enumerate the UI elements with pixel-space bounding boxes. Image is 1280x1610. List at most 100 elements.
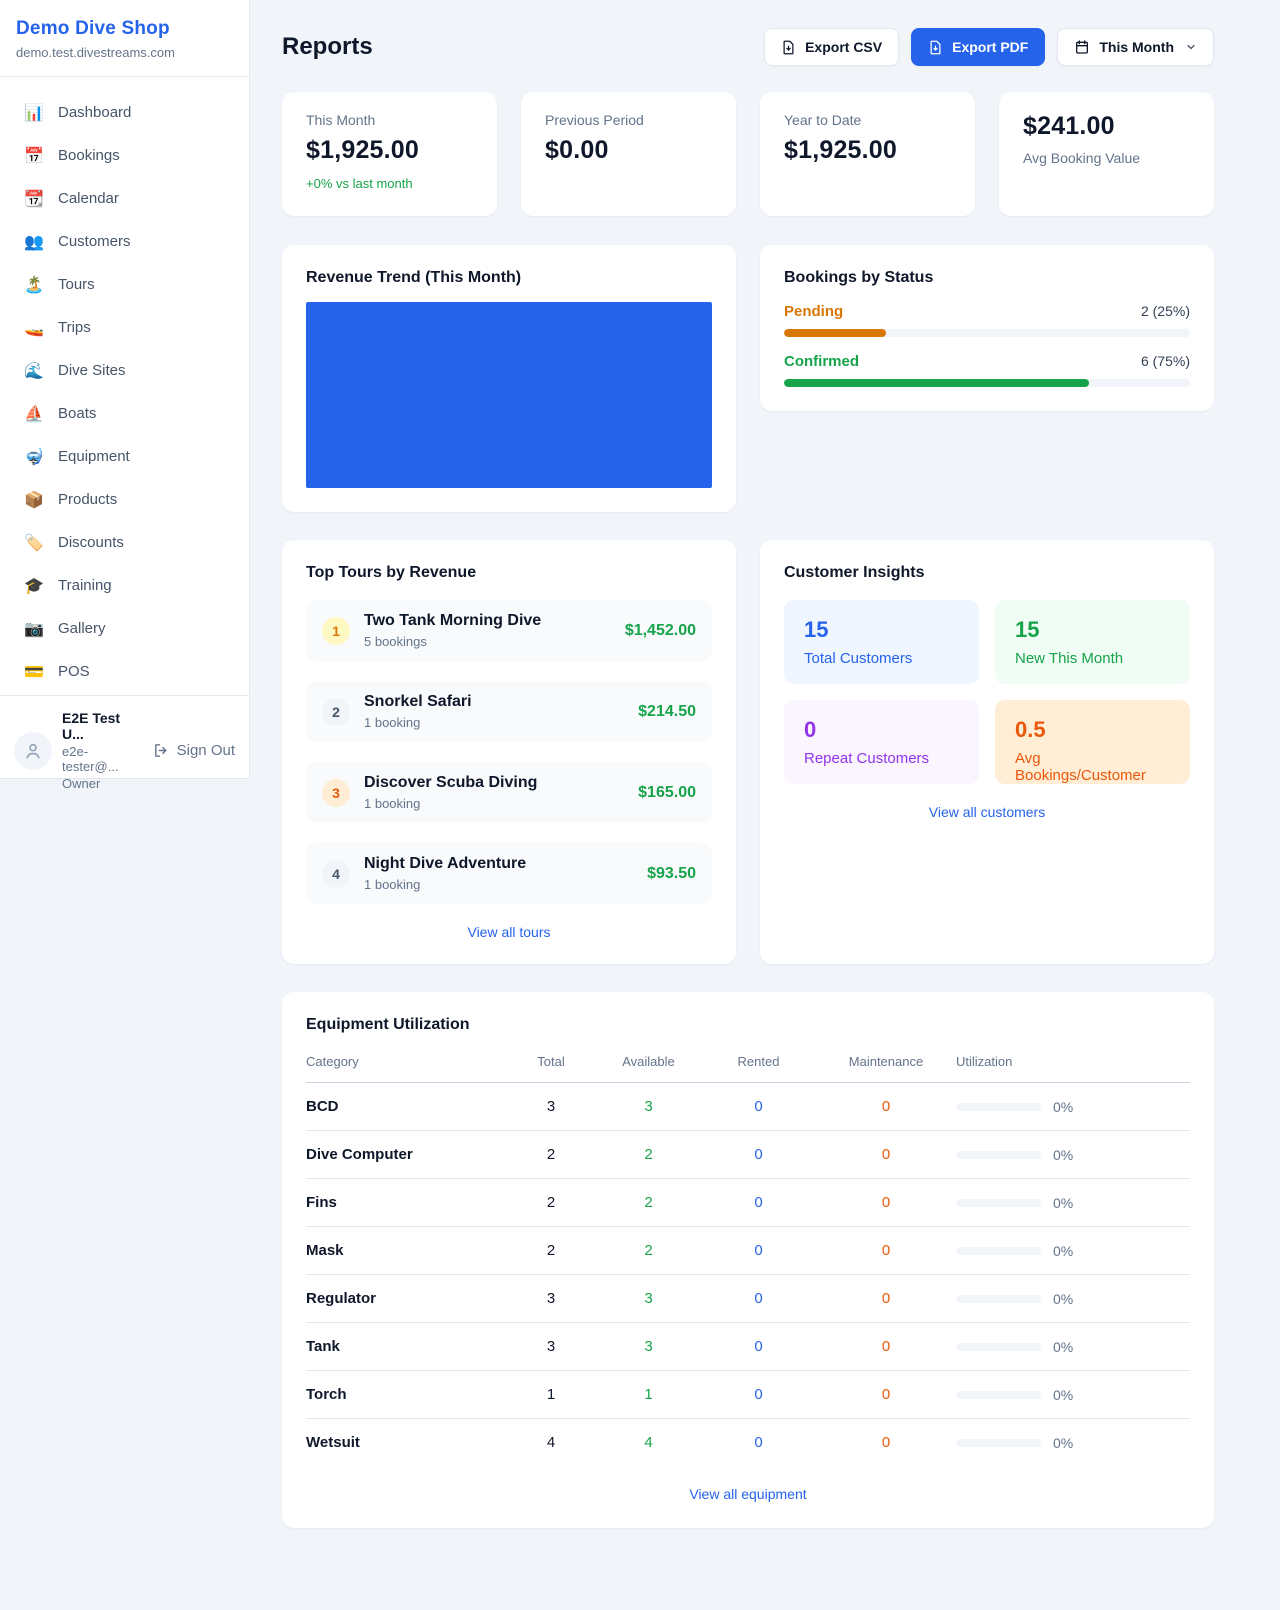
cell-category: Wetsuit (306, 1434, 360, 1451)
sign-out-label: Sign Out (176, 742, 235, 759)
tour-bookings-count: 1 booking (364, 715, 421, 730)
top-tours-card: Top Tours by Revenue 1 Two Tank Morning … (282, 540, 736, 964)
view-all-equipment-link[interactable]: View all equipment (689, 1486, 807, 1502)
user-info: E2E Test U... e2e-tester@... Owner (62, 710, 143, 791)
column-header-total: Total (537, 1054, 565, 1069)
insight-value: 0 (804, 717, 817, 742)
table-row: Fins 2 2 0 0 0% (306, 1179, 1190, 1227)
header-actions: Export CSV Export PDF (764, 28, 1214, 66)
utilization-bar (956, 1390, 1041, 1399)
utilization-bar (956, 1342, 1041, 1351)
tour-list: 1 Two Tank Morning Dive 5 bookings $1,45… (306, 600, 712, 904)
export-pdf-icon (928, 40, 943, 55)
cell-total: 2 (546, 1146, 556, 1163)
sidebar-item[interactable]: 🎓 Training (12, 564, 237, 607)
status-count: 2 (25%) (1140, 303, 1190, 319)
status-row: Pending 2 (25%) (784, 303, 1190, 337)
nav-item-label: Trips (58, 319, 91, 336)
utilization-bar (956, 1294, 1041, 1303)
cell-maintenance: 0 (881, 1242, 891, 1259)
tour-rank-badge: 1 (322, 616, 350, 645)
utilization-percent: 0% (1053, 1434, 1074, 1451)
tour-list-item: 2 Snorkel Safari 1 booking $214.50 (306, 681, 712, 742)
bookings-by-status-card: Bookings by Status Pending 2 (25%) (760, 245, 1214, 411)
status-progress-fill (784, 329, 886, 337)
page-title: Reports (282, 33, 373, 60)
cell-maintenance: 0 (881, 1338, 891, 1355)
tour-bookings-count: 1 booking (364, 877, 421, 892)
nav-item-label: Boats (58, 405, 97, 422)
stat-value: $241.00 (1023, 112, 1115, 140)
column-header-utilization: Utilization (956, 1054, 1013, 1069)
cell-utilization: 0% (956, 1147, 1190, 1163)
insight-box: 15 Total Customers (784, 600, 979, 684)
sign-out-icon (153, 742, 170, 759)
cell-total: 2 (546, 1194, 556, 1211)
tour-list-item: 1 Two Tank Morning Dive 5 bookings $1,45… (306, 600, 712, 661)
equipment-utilization-card: Equipment Utilization Category Total Ava… (282, 992, 1214, 1528)
cell-available: 2 (644, 1146, 653, 1163)
status-list: Pending 2 (25%) Confirmed 6 (75%) (784, 303, 1190, 387)
sidebar-item[interactable]: 🌊 Dive Sites (12, 349, 237, 392)
sidebar-item[interactable]: 🤿 Equipment (12, 435, 237, 478)
top-tours-title: Top Tours by Revenue (306, 564, 477, 581)
utilization-bar (956, 1150, 1041, 1159)
table-row: Tank 3 3 0 0 0% (306, 1323, 1190, 1371)
tour-list-item: 4 Night Dive Adventure 1 booking $93.50 (306, 843, 712, 904)
status-row: Confirmed 6 (75%) (784, 353, 1190, 387)
charts-row: Revenue Trend (This Month) Bookings by S… (282, 245, 1214, 512)
cell-maintenance: 0 (881, 1098, 891, 1115)
cell-utilization: 0% (956, 1339, 1190, 1355)
cell-rented: 0 (754, 1290, 763, 1307)
sidebar-item[interactable]: ⛵ Boats (12, 392, 237, 435)
sidebar-item[interactable]: 🏝️ Tours (12, 263, 237, 306)
cell-category: Torch (306, 1386, 347, 1403)
insight-label: Repeat Customers (804, 750, 930, 767)
tour-rank-badge: 3 (322, 778, 350, 807)
revenue-bar (306, 302, 712, 488)
cell-total: 1 (546, 1386, 556, 1403)
sidebar-item[interactable]: 📷 Gallery (12, 607, 237, 650)
table-row: Regulator 3 3 0 0 0% (306, 1275, 1190, 1323)
stat-label: This Month (306, 112, 376, 128)
export-pdf-button[interactable]: Export PDF (911, 28, 1046, 66)
sign-out-button[interactable]: Sign Out (153, 742, 235, 759)
nav-item-icon: 🏝️ (24, 276, 44, 294)
stat-card: This Month $1,925.00 +0% vs last month (282, 92, 497, 216)
period-dropdown[interactable]: This Month (1057, 28, 1214, 66)
status-progress-fill (784, 379, 1089, 387)
cell-category: Regulator (306, 1290, 377, 1307)
cell-rented: 0 (754, 1434, 763, 1451)
cell-rented: 0 (754, 1194, 763, 1211)
cell-utilization: 0% (956, 1099, 1190, 1115)
stat-value: $1,925.00 (306, 136, 420, 164)
cell-available: 4 (644, 1434, 653, 1451)
cell-utilization: 0% (956, 1387, 1190, 1403)
utilization-percent: 0% (1053, 1146, 1074, 1163)
nav-item-icon: 📆 (24, 190, 44, 208)
nav-item-label: Products (58, 491, 118, 508)
sidebar-item[interactable]: 🏷️ Discounts (12, 521, 237, 564)
view-all-customers-link[interactable]: View all customers (928, 804, 1046, 820)
equipment-utilization-title: Equipment Utilization (306, 1016, 470, 1033)
sidebar-item[interactable]: 📊 Dashboard (12, 91, 237, 134)
sidebar-item[interactable]: 👥 Customers (12, 220, 237, 263)
cell-rented: 0 (754, 1146, 763, 1163)
stat-card: Avg Booking Value $241.00 (999, 92, 1214, 216)
sidebar-item[interactable]: 📅 Bookings (12, 134, 237, 177)
table-row: Mask 2 2 0 0 0% (306, 1227, 1190, 1275)
view-all-tours-link[interactable]: View all tours (467, 924, 551, 940)
cell-available: 3 (644, 1098, 653, 1115)
sidebar-item[interactable]: 💳 POS (12, 650, 237, 693)
tour-revenue: $214.50 (638, 702, 696, 720)
utilization-percent: 0% (1053, 1338, 1074, 1355)
sidebar-item[interactable]: 📦 Products (12, 478, 237, 521)
status-label: Confirmed (784, 353, 859, 370)
sidebar-item[interactable]: 📆 Calendar (12, 177, 237, 220)
export-csv-button[interactable]: Export CSV (764, 28, 900, 66)
customer-insights-card: Customer Insights 15 Total Customers 15 … (760, 540, 1214, 964)
insight-value: 15 (1015, 617, 1040, 642)
cell-category: Mask (306, 1242, 344, 1259)
sidebar-item[interactable]: 🚤 Trips (12, 306, 237, 349)
insight-value: 15 (804, 617, 829, 642)
